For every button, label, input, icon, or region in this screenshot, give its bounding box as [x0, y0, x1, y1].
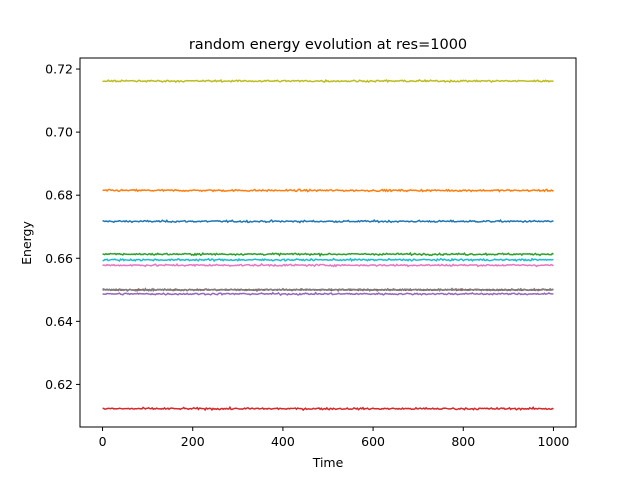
- y-tick-label: 0.72: [45, 62, 73, 77]
- x-tick-label: 0: [99, 434, 107, 449]
- series-line-3: [102, 405, 554, 412]
- x-tick-label: 1000: [538, 434, 570, 449]
- x-tick-label: 800: [451, 434, 475, 449]
- series-line-0: [102, 218, 554, 224]
- y-axis-label: Energy: [19, 221, 34, 265]
- series-line-6: [102, 262, 554, 268]
- x-axis-label: Time: [312, 455, 344, 470]
- y-tick-label: 0.70: [45, 125, 73, 140]
- y-tick-label: 0.68: [45, 188, 73, 203]
- series-line-9: [102, 257, 554, 263]
- x-tick-label: 600: [361, 434, 385, 449]
- plot-area: [102, 78, 554, 412]
- x-tick-label: 200: [181, 434, 205, 449]
- y-tick-label: 0.62: [45, 377, 73, 392]
- series-line-7: [102, 287, 554, 293]
- y-tick-label: 0.66: [45, 251, 73, 266]
- x-tick-label: 400: [271, 434, 295, 449]
- series-line-2: [102, 251, 554, 258]
- chart-title: random energy evolution at res=1000: [189, 37, 467, 53]
- axes-frame: [79, 57, 577, 428]
- series-line-8: [102, 78, 554, 84]
- y-axis-ticks: 0.62 0.64 0.66 0.68 0.70 0.72: [45, 62, 80, 392]
- x-axis-ticks: 0 200 400 600 800 1000: [99, 427, 570, 449]
- series-line-1: [102, 188, 554, 193]
- y-tick-label: 0.64: [45, 314, 73, 329]
- series-line-4: [102, 291, 554, 297]
